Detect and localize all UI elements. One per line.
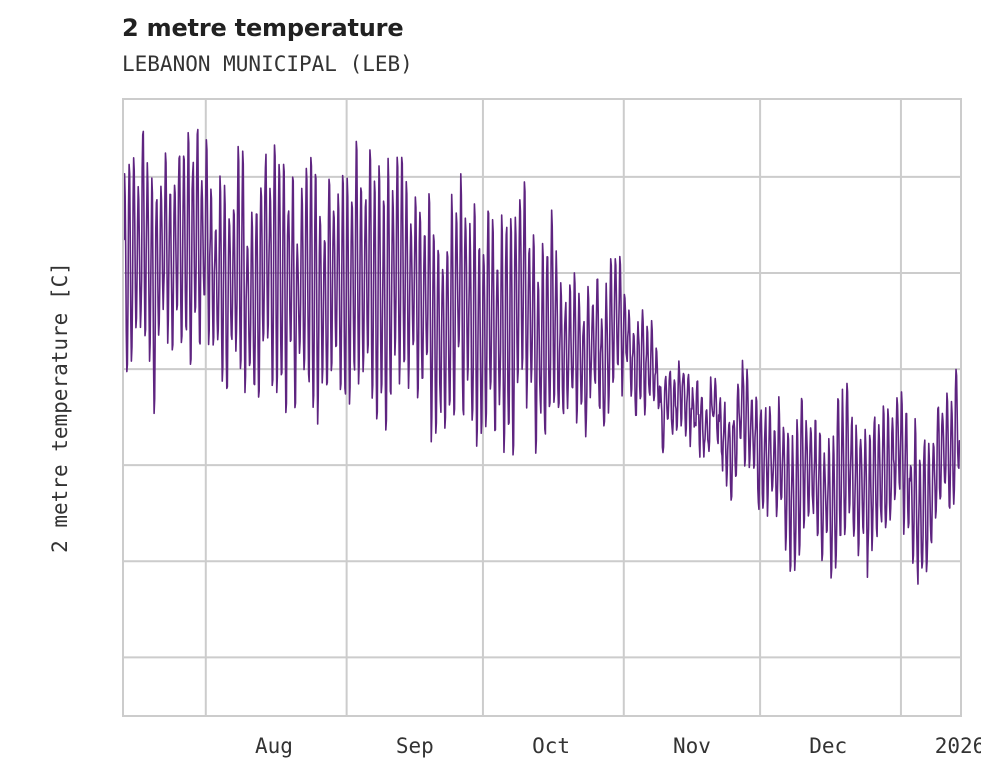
x-tick-label: Dec [809, 734, 848, 758]
x-tick-label: Nov [672, 734, 711, 758]
page-title: 2 metre temperature [122, 14, 404, 42]
x-tick-label: Oct [532, 734, 571, 758]
temperature-line [124, 128, 960, 585]
plot-area [122, 98, 962, 717]
plot-svg [124, 100, 960, 715]
data-series-layer [124, 128, 960, 585]
chart-subtitle: LEBANON MUNICIPAL (LEB) [122, 52, 413, 76]
x-tick-label: Sep [395, 734, 434, 758]
x-tick-label: 2026 [934, 734, 981, 758]
x-tick-label: Aug [254, 734, 293, 758]
gridlines [124, 100, 960, 715]
